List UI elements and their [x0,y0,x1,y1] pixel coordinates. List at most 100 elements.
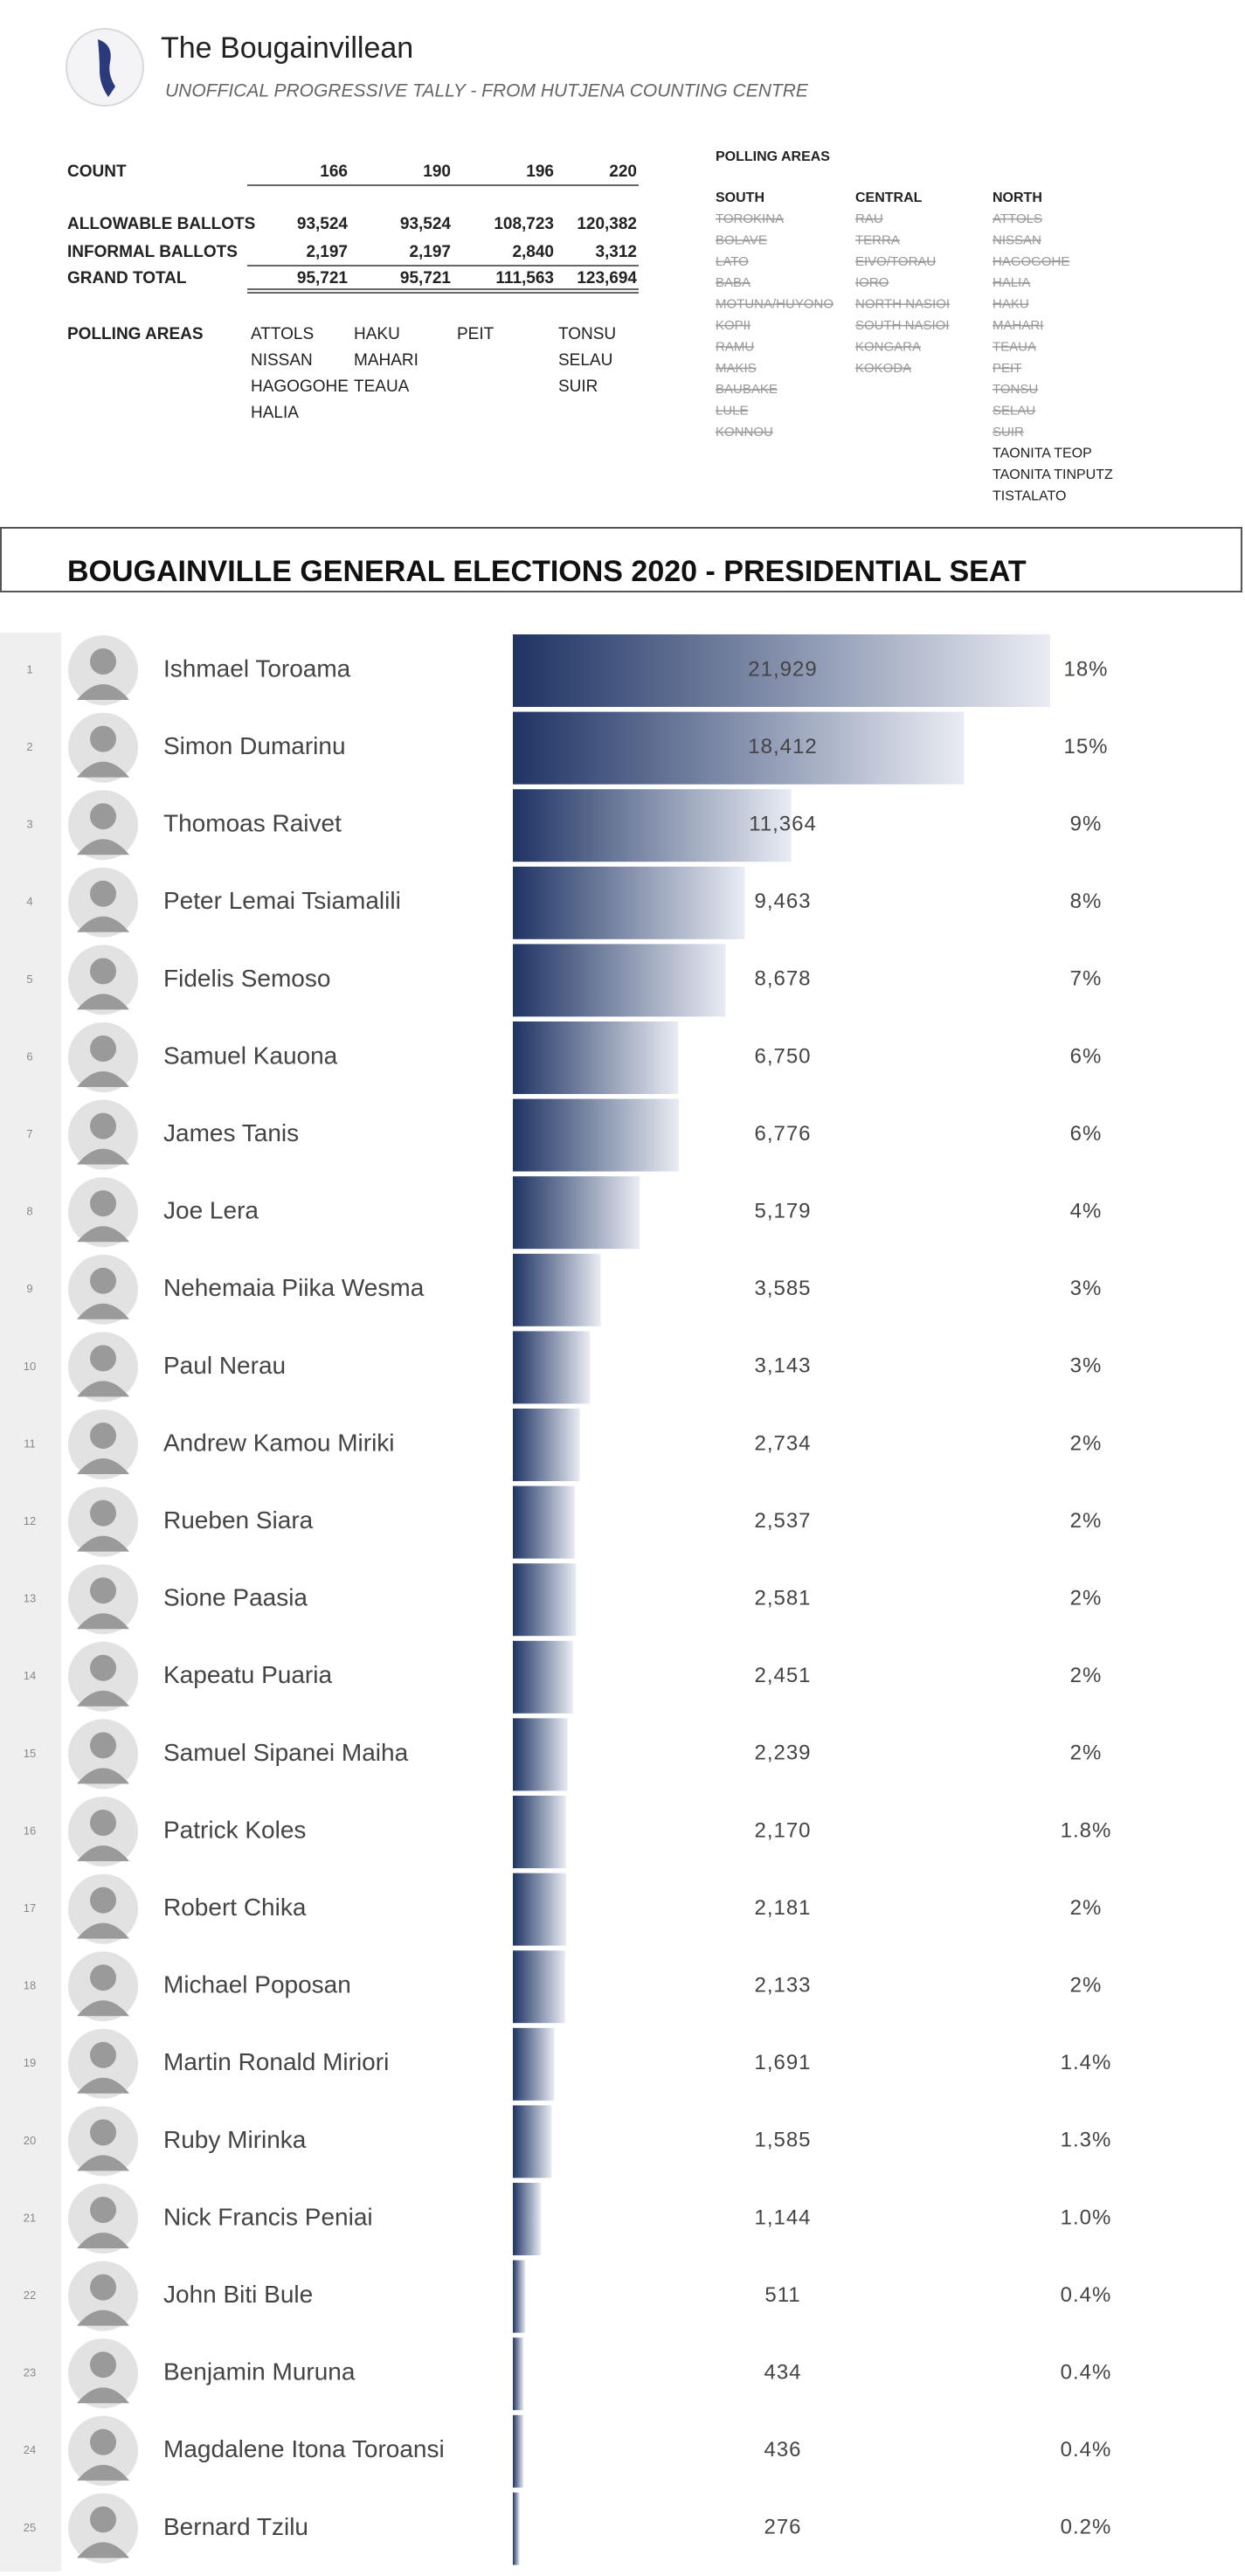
share-label: 0.4% [1061,2438,1112,2462]
share-label: 15% [1063,735,1108,758]
area-counted: BOLAVE [716,232,767,247]
value-label: 6,750 [754,1044,811,1068]
area-counted: NORTH NASIOI [855,297,950,312]
area-counted: SOUTH NASIOI [855,318,950,333]
area-name: SELAU [558,351,612,370]
bar [513,944,726,1017]
photo-head [90,2428,116,2455]
count-label: COUNT [67,163,127,181]
rank: 23 [24,2366,36,2379]
candidate-name: Robert Chika [163,1894,307,1921]
area-remaining: TISTALATO [993,488,1066,503]
candidate-name: Joe Lera [163,1197,259,1224]
candidate-name: James Tanis [163,1119,299,1146]
value-label: 2,537 [754,1509,811,1533]
share-label: 3% [1070,1354,1103,1378]
value-label: 2,181 [754,1896,811,1920]
tally-value: 123,694 [577,269,637,287]
photo-head [90,1190,116,1217]
value-label: 2,581 [754,1587,811,1610]
share-label: 6% [1070,1044,1103,1068]
rank: 12 [24,1514,36,1527]
share-label: 2% [1070,1742,1103,1765]
photo-body [77,1381,129,1397]
candidate-name: Andrew Kamou Miriki [163,1429,395,1456]
candidate-name: Sione Paasia [163,1584,308,1611]
candidate-name: Patrick Koles [163,1816,306,1843]
share-label: 2% [1070,1509,1103,1533]
area-counted: KONNOU [716,425,773,440]
tally-row-label: ALLOWABLE BALLOTS [67,215,255,233]
area-name: TEAUA [354,377,410,396]
count-value: 196 [526,163,554,181]
bar [513,2027,555,2101]
candidate-name: Ruby Mirinka [163,2126,307,2153]
photo-head [90,2041,116,2068]
value-label: 21,929 [748,657,817,681]
area-name: TONSU [558,325,616,343]
value-label: 2,734 [754,1431,811,1455]
rank: 13 [24,1592,36,1605]
share-label: 6% [1070,1122,1103,1146]
share-label: 1.3% [1061,2129,1112,2152]
bar [513,1098,680,1172]
photo-body [77,2000,129,2017]
photo-head [90,1577,116,1604]
area-counted: TERRA [855,232,900,247]
area-counted: HALIA [993,275,1030,290]
count-value: 166 [320,163,348,181]
photo-head [90,1112,116,1139]
area-name: NISSAN [251,351,313,370]
value-label: 8,678 [754,967,811,991]
share-label: 0.2% [1061,2516,1112,2539]
bar [513,789,792,862]
photo-body [77,1922,129,1939]
tally-value: 2,197 [306,243,348,261]
photo-head [90,648,116,675]
photo-head [90,1654,116,1681]
share-label: 2% [1070,1974,1103,1998]
rank: 3 [26,818,32,831]
rank: 11 [24,1437,36,1450]
value-label: 1,691 [754,2051,811,2074]
area-counted: HAGOGOHE [993,254,1069,269]
region-name: NORTH [993,190,1042,205]
photo-body [77,1690,129,1707]
rank: 16 [24,1824,36,1837]
photo-body [77,2077,129,2094]
tally-value: 2,840 [512,243,554,261]
rank: 4 [26,895,32,908]
photo-body [77,2464,129,2481]
tally-value: 95,721 [297,269,349,287]
rank: 7 [26,1127,32,1140]
area-name: MAHARI [354,351,418,370]
area-counted: MAKIS [716,361,757,376]
photo-head [90,2197,116,2223]
share-label: 7% [1070,967,1103,991]
photo-body [77,761,129,778]
value-label: 9,463 [754,890,811,913]
area-name: PEIT [457,325,495,343]
candidate-name: Magdalene Itona Toroansi [163,2435,445,2462]
value-label: 2,239 [754,1742,811,1765]
area-counted: SUIR [993,425,1024,440]
value-label: 511 [764,2283,800,2307]
rank: 6 [26,1049,32,1063]
photo-body [77,684,129,700]
area-name: HAKU [354,325,400,343]
photo-body [77,2387,129,2404]
photo-head [90,880,116,907]
share-label: 8% [1070,890,1103,913]
share-label: 0.4% [1061,2361,1112,2385]
value-label: 1,144 [754,2206,811,2229]
photo-head [90,1810,116,1836]
photo-body [77,994,129,1010]
candidate-name: Samuel Kauona [163,1042,338,1069]
area-name: HALIA [251,404,299,422]
value-label: 436 [764,2438,801,2462]
candidate-name: Peter Lemai Tsiamalili [163,887,401,914]
value-label: 2,133 [754,1974,811,1998]
count-value: 190 [423,163,451,181]
photo-body [77,1071,129,1087]
